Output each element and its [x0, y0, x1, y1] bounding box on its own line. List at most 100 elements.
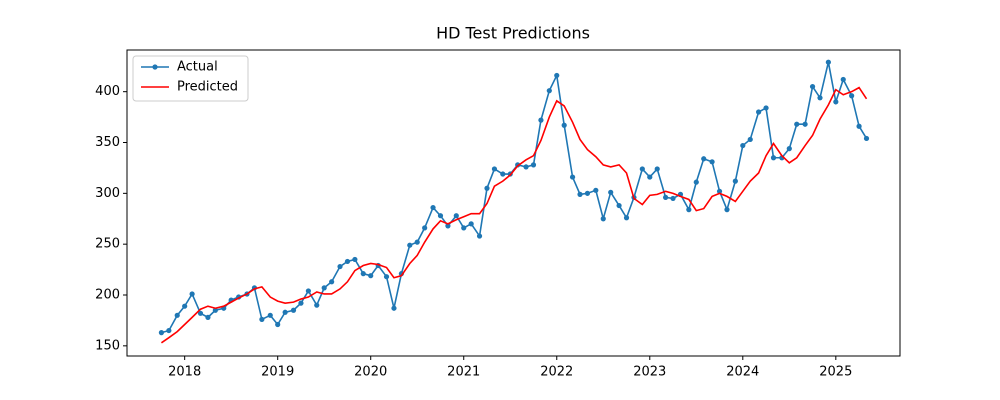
data-point: [282, 309, 288, 315]
legend-label: Actual: [177, 60, 218, 75]
series-line: [160, 86, 868, 344]
data-point: [639, 166, 645, 172]
data-point: [445, 223, 451, 229]
data-point: [205, 314, 211, 320]
data-point: [740, 142, 746, 149]
data-point: [189, 291, 195, 297]
data-point: [724, 207, 730, 213]
data-point: [453, 213, 459, 219]
plot-frame: [126, 49, 901, 357]
data-point: [863, 135, 870, 142]
data-point: [267, 312, 273, 318]
data-point: [414, 239, 420, 245]
data-point: [174, 312, 180, 318]
data-point: [422, 225, 428, 231]
data-point: [321, 285, 327, 291]
data-point: [654, 166, 660, 172]
data-point: [747, 136, 753, 143]
data-point: [314, 302, 320, 308]
chart-title: HD Test Predictions: [436, 24, 590, 43]
legend: Actual Predicted: [132, 55, 249, 102]
data-point: [158, 330, 165, 336]
data-point: [770, 155, 777, 161]
data-point: [825, 59, 831, 65]
data-point: [515, 162, 521, 168]
data-point: [461, 225, 467, 231]
x-tick-label: 2024: [726, 365, 759, 380]
data-point: [360, 271, 366, 277]
y-tick-label: 400: [95, 84, 120, 99]
data-point: [275, 321, 281, 328]
data-point: [484, 185, 490, 191]
data-point: [391, 305, 397, 311]
x-tick-label: 2021: [447, 365, 480, 380]
data-point: [701, 156, 707, 162]
data-point: [600, 216, 606, 222]
data-point: [344, 258, 351, 265]
x-tick-label: 2019: [261, 365, 294, 380]
x-tick-label: 2022: [540, 365, 573, 380]
data-point: [197, 310, 204, 316]
data-point: [817, 95, 823, 101]
y-tick-label: 300: [95, 186, 120, 201]
data-point: [546, 88, 552, 94]
legend-marker: [152, 64, 158, 70]
data-point: [662, 194, 669, 201]
data-point: [693, 179, 699, 185]
data-point: [368, 273, 374, 279]
y-tick-label: 200: [95, 288, 120, 303]
data-point: [491, 166, 498, 172]
data-point: [709, 159, 715, 165]
data-point: [763, 105, 769, 111]
data-point: [182, 303, 188, 309]
data-point: [716, 188, 723, 194]
data-point: [383, 274, 390, 280]
data-point: [802, 121, 808, 127]
y-tick-label: 350: [95, 135, 120, 150]
data-point: [523, 164, 529, 170]
data-point: [337, 263, 343, 270]
data-point: [647, 174, 653, 180]
data-point: [561, 122, 567, 128]
data-point: [569, 174, 576, 180]
data-point: [352, 256, 358, 263]
data-point: [290, 307, 297, 313]
data-point: [437, 213, 444, 219]
data-point: [670, 195, 676, 202]
x-tick-label: 2018: [168, 365, 201, 380]
y-tick-label: 150: [95, 338, 120, 353]
data-point: [577, 191, 583, 197]
data-point: [500, 171, 506, 177]
data-point: [686, 207, 692, 213]
data-point: [849, 93, 855, 99]
data-point: [166, 327, 172, 334]
data-point: [476, 233, 483, 239]
data-point: [584, 190, 591, 196]
data-point: [809, 83, 816, 90]
data-point: [538, 117, 544, 123]
x-tick-label: 2020: [354, 365, 387, 380]
data-point: [212, 307, 218, 313]
legend-label: Predicted: [177, 80, 238, 95]
data-point: [794, 121, 800, 127]
data-point: [407, 242, 413, 248]
x-tick-label: 2025: [819, 365, 852, 380]
y-tick-label: 250: [95, 237, 120, 252]
data-point: [259, 316, 265, 323]
data-point: [786, 146, 792, 152]
x-tick-label: 2023: [633, 365, 666, 380]
data-point: [732, 178, 738, 184]
data-point: [856, 123, 862, 129]
data-point: [329, 279, 335, 285]
data-point: [840, 76, 846, 83]
data-point: [608, 189, 614, 195]
data-point: [298, 300, 304, 306]
data-point: [530, 162, 537, 168]
data-point: [833, 99, 839, 105]
data-point: [305, 288, 311, 294]
data-point: [756, 109, 762, 115]
data-point: [593, 187, 599, 193]
data-point: [468, 221, 474, 227]
data-point: [554, 72, 560, 79]
